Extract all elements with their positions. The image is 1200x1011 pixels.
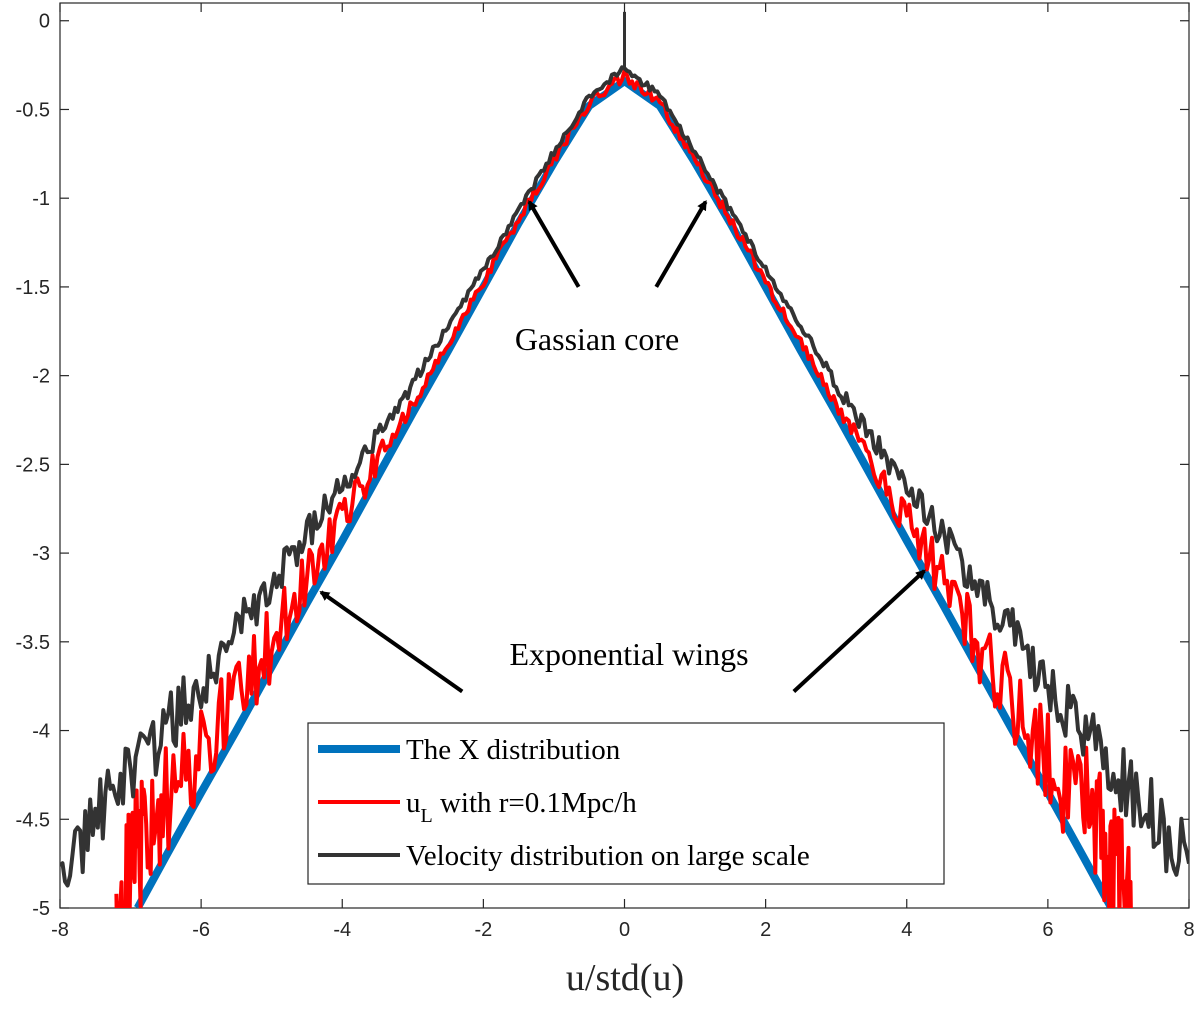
y-tick-label-9: -4.5 xyxy=(16,809,50,831)
y-tick-label-1: -0.5 xyxy=(16,99,50,121)
x-tick-label-4: 0 xyxy=(619,919,630,941)
y-tick-label-5: -2.5 xyxy=(16,454,50,476)
y-tick-label-2: -1 xyxy=(32,188,50,210)
x-tick-label-3: -2 xyxy=(474,919,492,941)
legend-label-velocity: Velocity distribution on large scale xyxy=(406,840,810,872)
y-tick-label-4: -2 xyxy=(32,366,50,388)
annotation-gaussian-core: Gassian core xyxy=(515,321,679,357)
y-tick-label-7: -3.5 xyxy=(16,632,50,654)
x-tick-label-1: -6 xyxy=(192,919,210,941)
series-layer xyxy=(60,11,1189,908)
x-tick-label-2: -4 xyxy=(333,919,351,941)
x-tick-label-5: 2 xyxy=(760,919,771,941)
series-x-distribution xyxy=(134,77,1115,908)
x-tick-label-0: -8 xyxy=(51,919,69,941)
y-tick-label-10: -5 xyxy=(32,898,50,920)
y-tick-label-3: -1.5 xyxy=(16,277,50,299)
x-tick-label-8: 8 xyxy=(1183,919,1194,941)
y-tick-label-8: -4 xyxy=(32,721,50,743)
annotation-gaussian-core-arrow-1 xyxy=(654,200,708,288)
annotation-exponential-wings-arrow-0 xyxy=(319,590,464,694)
annotations: Gassian core Exponential wings xyxy=(319,200,926,694)
series-ul xyxy=(114,69,1133,908)
legend-box xyxy=(307,722,945,885)
x-tick-label-7: 6 xyxy=(1042,919,1053,941)
x-tick-label-6: 4 xyxy=(901,919,912,941)
y-tick-label-0: 0 xyxy=(39,11,50,33)
annotation-exponential-wings-arrow-1 xyxy=(792,569,926,693)
legend-label-ul: uL with r=0.1Mpc/h xyxy=(406,787,637,827)
annotation-gaussian-core-arrow-0 xyxy=(527,200,581,288)
legend-label-x-distribution: The X distribution xyxy=(406,734,621,766)
axis-ticks: -8 -6 -4 -2 0 2 4 6 8 0 -0.5 -1 -1.5 -2 -2.5 -3 -3.5 -4 -4… xyxy=(16,3,1195,941)
legend: The X distribution uL with r=0.1Mpc/h Ve… xyxy=(307,722,945,885)
annotation-exponential-wings: Exponential wings xyxy=(509,636,748,672)
y-tick-label-6: -3 xyxy=(32,543,50,565)
x-axis-title: u/std(u) xyxy=(566,957,684,999)
